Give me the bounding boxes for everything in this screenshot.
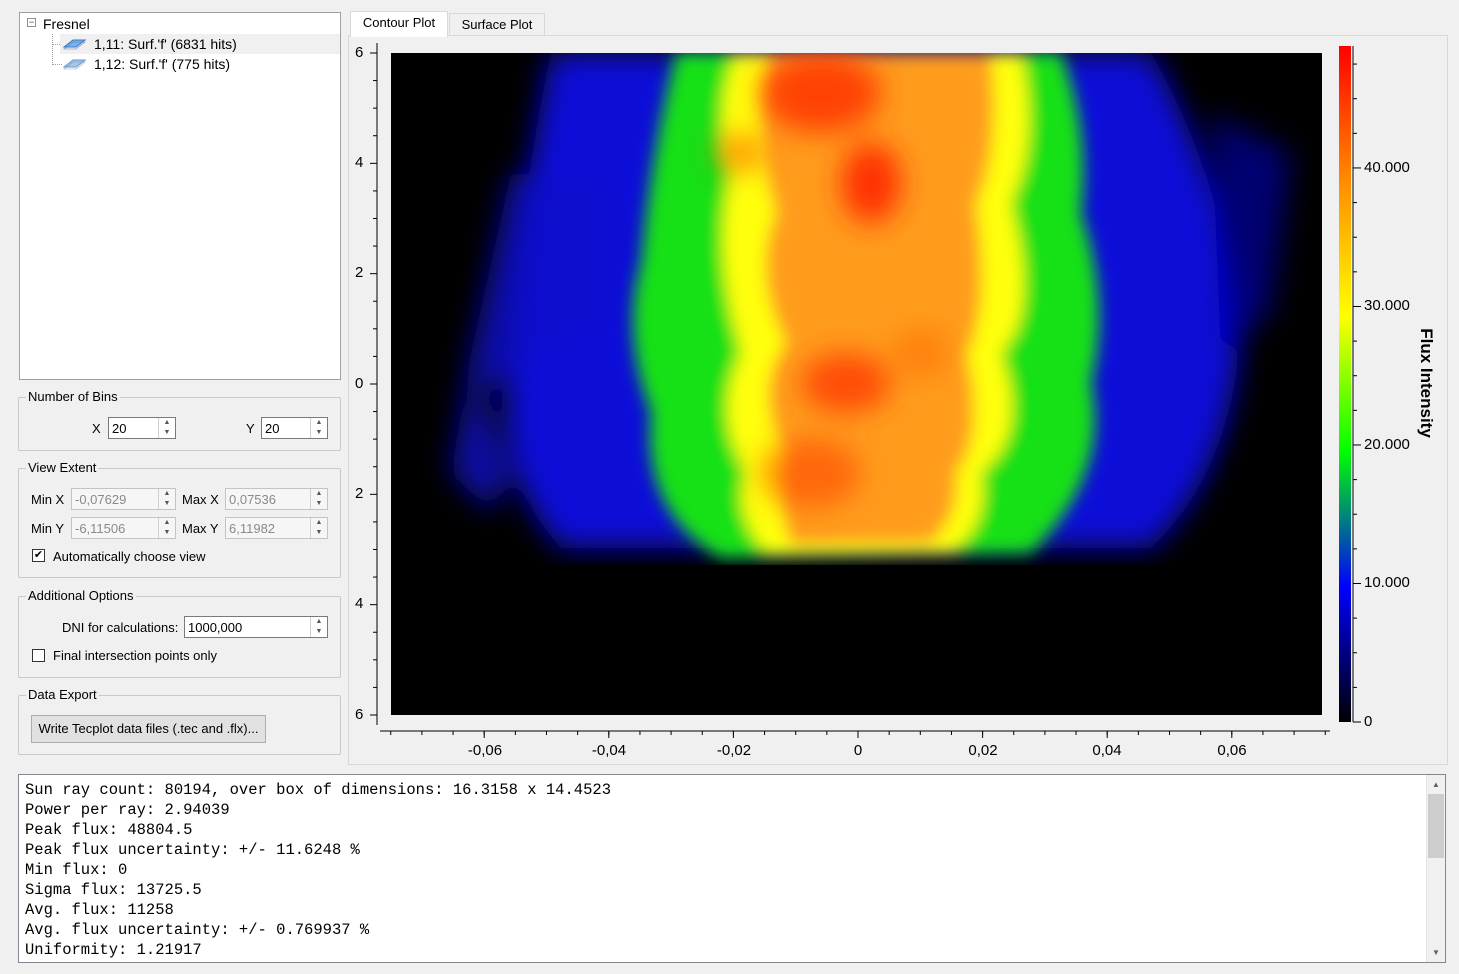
spin-arrows-icon: ▲ ▼ (158, 489, 175, 509)
final-points-label: Final intersection points only (53, 648, 218, 663)
max-x-label: Max X (182, 492, 219, 507)
spin-arrows-icon: ▲ ▼ (310, 489, 327, 509)
colorbar-tick-label: 40.000 (1364, 159, 1410, 176)
data-export-group: Data Export Write Tecplot data files (.t… (18, 687, 341, 755)
max-x-spinbox: ▲▼ (225, 488, 328, 510)
max-y-spinbox: ▲▼ (225, 517, 328, 539)
tree-root-item[interactable]: Fresnel (43, 14, 90, 34)
spin-arrows-icon[interactable]: ▲ ▼ (158, 418, 175, 438)
tree-item-label: 1,12: Surf.'f' (775 hits) (94, 56, 231, 72)
spin-arrows-icon: ▲ ▼ (158, 518, 175, 538)
y-tick-label: 6 (355, 706, 364, 723)
tree-item-surface-1-11[interactable]: 1,11: Surf.'f' (6831 hits) (60, 34, 340, 54)
dni-input[interactable] (185, 617, 311, 637)
spin-arrows-icon[interactable]: ▲ ▼ (310, 617, 327, 637)
min-x-label: Min X (31, 492, 65, 507)
y-tick-label: 6 (355, 44, 364, 61)
min-y-spinbox: ▲▼ (71, 517, 176, 539)
max-y-label: Max Y (182, 521, 219, 536)
output-line: Uniformity: 1.21917 (25, 941, 202, 959)
surface-icon (62, 59, 87, 70)
bins-x-label: X (92, 421, 101, 436)
spin-arrows-icon: ▲ ▼ (310, 518, 327, 538)
output-line: Peak flux: 48804.5 (25, 821, 193, 839)
scroll-down-icon[interactable]: ▼ (1432, 948, 1440, 957)
bins-group-title: Number of Bins (26, 389, 120, 405)
bins-y-input[interactable] (262, 418, 311, 438)
output-line: Peak flux uncertainty: +/- 11.6248 % (25, 841, 360, 859)
flux-contour-image (391, 53, 1322, 715)
output-line: Min flux: 0 (25, 861, 128, 879)
min-x-input (72, 489, 159, 509)
view-extent-group: View Extent Min X ▲▼ Max X ▲▼ Min Y ▲▼ M… (18, 460, 341, 578)
bins-group: Number of Bins X ▲▼ Y ▲▼ (18, 389, 341, 451)
x-tick-label: -0,06 (467, 742, 503, 759)
spin-arrows-icon[interactable]: ▲ ▼ (310, 418, 327, 438)
max-x-input (226, 489, 311, 509)
colorbar-tick-label: 20.000 (1364, 436, 1410, 453)
min-y-label: Min Y (31, 521, 64, 536)
surface-tree[interactable]: − Fresnel 1,11: Surf.'f' (6831 hits) 1,1… (19, 12, 341, 380)
dni-label: DNI for calculations: (62, 620, 179, 635)
x-tick-label: -0,04 (591, 742, 627, 759)
min-x-spinbox: ▲▼ (71, 488, 176, 510)
x-tick-label: 0,04 (1092, 742, 1122, 759)
y-tick-label: 2 (355, 485, 364, 502)
tree-item-label: 1,11: Surf.'f' (6831 hits) (94, 36, 237, 52)
colorbar-title: Flux Intensity (1417, 328, 1436, 438)
final-points-checkbox[interactable] (32, 649, 45, 662)
x-tick-label: -0,02 (716, 742, 752, 759)
auto-view-label: Automatically choose view (53, 549, 206, 564)
auto-view-checkbox[interactable]: ✔ (32, 549, 45, 562)
flux-contour-map (391, 53, 1322, 715)
bins-y-spinbox[interactable]: ▲▼ (261, 417, 328, 439)
data-export-title: Data Export (26, 687, 99, 703)
output-line: Sun ray count: 80194, over box of dimens… (25, 781, 611, 799)
x-tick-label: 0 (853, 742, 863, 759)
flux-colorbar (1339, 46, 1361, 723)
bins-x-input[interactable] (109, 418, 159, 438)
dni-spinbox[interactable]: ▲▼ (184, 616, 328, 638)
min-y-input (72, 518, 159, 538)
bins-y-label: Y (246, 421, 255, 436)
max-y-input (226, 518, 311, 538)
tab-contour-plot[interactable]: Contour Plot (350, 11, 448, 37)
y-tick-label: 2 (355, 264, 364, 281)
colorbar-tick-label: 30.000 (1364, 297, 1410, 314)
y-tick-label: 4 (355, 595, 364, 612)
output-line: Avg. flux: 11258 (25, 901, 174, 919)
plot-axes (370, 43, 1330, 738)
write-tecplot-button[interactable]: Write Tecplot data files (.tec and .flx)… (31, 715, 266, 743)
colorbar-tick-label: 0 (1364, 713, 1373, 730)
additional-options-group: Additional Options DNI for calculations:… (18, 588, 341, 678)
output-line: Avg. flux uncertainty: +/- 0.769937 % (25, 921, 370, 939)
y-tick-label: 4 (355, 154, 364, 171)
x-tick-label: 0,06 (1217, 742, 1247, 759)
vertical-scrollbar[interactable]: ▲ ▼ (1426, 775, 1445, 962)
tree-root-label: Fresnel (43, 16, 90, 32)
view-extent-title: View Extent (26, 460, 99, 476)
bins-x-spinbox[interactable]: ▲▼ (108, 417, 176, 439)
scroll-up-icon[interactable]: ▲ (1432, 780, 1440, 789)
output-line: Sigma flux: 13725.5 (25, 881, 202, 899)
additional-options-title: Additional Options (26, 588, 136, 604)
surface-icon (62, 39, 87, 50)
colorbar-tick-label: 10.000 (1364, 574, 1410, 591)
y-tick-label: 0 (355, 375, 364, 392)
output-line: Power per ray: 2.94039 (25, 801, 230, 819)
scroll-thumb[interactable] (1428, 794, 1444, 858)
tree-item-surface-1-12[interactable]: 1,12: Surf.'f' (775 hits) (60, 54, 340, 74)
tab-surface-plot[interactable]: Surface Plot (449, 13, 545, 37)
x-tick-label: 0,02 (968, 742, 998, 759)
collapse-icon[interactable]: − (27, 17, 36, 27)
results-text-area[interactable]: Sun ray count: 80194, over box of dimens… (18, 774, 1446, 963)
